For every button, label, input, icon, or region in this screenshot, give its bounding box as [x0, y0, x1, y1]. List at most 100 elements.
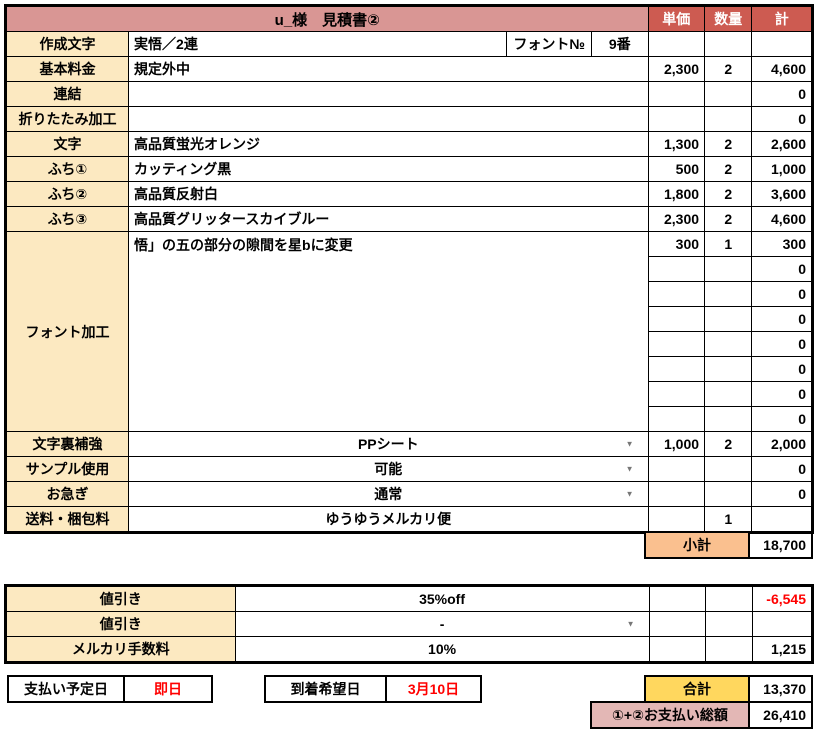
- row-label: サンプル使用: [5, 456, 130, 482]
- unit-price-cell: [647, 381, 706, 407]
- table-row: 連結 0: [5, 81, 812, 107]
- description-cell: 高品質反射白: [128, 181, 649, 207]
- quantity-cell: [704, 456, 753, 482]
- rush-dropdown[interactable]: 通常 ▼: [128, 481, 649, 507]
- table-row: ふち① カッティング黒 500 2 1,000: [5, 156, 812, 182]
- table-row: ふち② 高品質反射白 1,800 2 3,600: [5, 181, 812, 207]
- font-number-value: 9番: [591, 31, 649, 57]
- total-cell: [751, 31, 812, 57]
- quantity-cell: 2: [704, 56, 753, 82]
- total-cell: 2,000: [751, 431, 812, 457]
- unit-price-cell: [647, 31, 706, 57]
- description-cell: [128, 106, 649, 132]
- grand-total-value: 13,370: [748, 675, 813, 703]
- table-row: ふち③ 高品質グリッタースカイブルー 2,300 2 4,600: [5, 206, 812, 232]
- row-label: フォント加工: [5, 231, 130, 432]
- total-cell: 4,600: [751, 206, 812, 232]
- total-cell: 0: [751, 306, 812, 332]
- row-label: 値引き: [6, 611, 236, 637]
- quantity-cell: [704, 636, 753, 662]
- quantity-cell: [704, 256, 753, 282]
- total-cell: 2,600: [751, 131, 812, 157]
- unit-price-cell: 2,300: [647, 56, 706, 82]
- unit-price-cell: [647, 356, 706, 382]
- quantity-cell: [704, 611, 753, 637]
- quantity-cell: [704, 81, 753, 107]
- unit-price-cell: 1,300: [647, 131, 706, 157]
- table-row: メルカリ手数料 10% 1,215: [6, 636, 813, 662]
- discount-dropdown[interactable]: - ▼: [234, 611, 650, 637]
- unit-price-cell: [647, 456, 706, 482]
- table-row: 基本料金 規定外中 2,300 2 4,600: [5, 56, 812, 82]
- shipping-method-cell: ゆうゆうメルカリ便: [128, 506, 649, 532]
- total-cell: 0: [751, 331, 812, 357]
- row-label: 文字: [5, 131, 130, 157]
- unit-price-cell: [647, 281, 706, 307]
- unit-price-cell: 1,800: [647, 181, 706, 207]
- table-row: お急ぎ 通常 ▼ 0: [5, 481, 812, 507]
- col-header-unit-price: 単価: [647, 6, 706, 32]
- unit-price-cell: 1,000: [647, 431, 706, 457]
- row-label: ふち①: [5, 156, 130, 182]
- row-label: メルカリ手数料: [6, 636, 236, 662]
- total-cell: 1,215: [751, 636, 813, 662]
- total-cell: 0: [751, 81, 812, 107]
- table-row: 0: [7, 381, 812, 407]
- payment-date-box: 支払い予定日 即日: [7, 675, 213, 703]
- row-label: 基本料金: [5, 56, 130, 82]
- total-cell: 0: [751, 356, 812, 382]
- grand-total-label: 合計: [644, 675, 750, 703]
- quantity-cell: 2: [704, 156, 753, 182]
- table-row: 0: [7, 356, 812, 382]
- unit-price-cell: [647, 81, 706, 107]
- quantity-cell: 2: [704, 206, 753, 232]
- dropdown-arrow-icon: ▼: [625, 489, 634, 499]
- payment-date-label: 支払い予定日: [7, 675, 125, 703]
- quantity-cell: [704, 281, 753, 307]
- row-label: 連結: [5, 81, 130, 107]
- sample-use-dropdown[interactable]: 可能 ▼: [128, 456, 649, 482]
- total-cell: [751, 506, 812, 532]
- description-cell: [128, 81, 649, 107]
- row-label: ふち③: [5, 206, 130, 232]
- table-row: 0: [7, 406, 812, 432]
- table-row: 文字裏補強 PPシート ▼ 1,000 2 2,000: [5, 431, 812, 457]
- dropdown-arrow-icon: ▼: [626, 619, 635, 629]
- total-cell: 0: [751, 456, 812, 482]
- grand-total-row: 合計 13,370: [644, 675, 813, 703]
- total-cell: 0: [751, 281, 812, 307]
- quantity-cell: [704, 106, 753, 132]
- row-label: お急ぎ: [5, 481, 130, 507]
- quantity-cell: [704, 481, 753, 507]
- total-cell: 3,600: [751, 181, 812, 207]
- description-cell: 規定外中: [128, 56, 649, 82]
- arrival-date-box: 到着希望日 3月10日: [264, 675, 482, 703]
- quantity-cell: [704, 381, 753, 407]
- unit-price-cell: [647, 406, 706, 432]
- quantity-cell: 1: [704, 506, 753, 532]
- unit-price-cell: [648, 636, 706, 662]
- sheet-title: u_様 見積書②: [6, 6, 649, 32]
- description-cell: 高品質グリッタースカイブルー: [128, 206, 649, 232]
- row-label: 送料・梱包料: [5, 506, 130, 532]
- table-row: 作成文字 実悟／2連 フォント№ 9番: [5, 31, 812, 57]
- unit-price-cell: [647, 256, 706, 282]
- dropdown-arrow-icon: ▼: [625, 439, 634, 449]
- row-label: ふち②: [5, 181, 130, 207]
- description-cell: 高品質蛍光オレンジ: [128, 131, 649, 157]
- quantity-cell: [704, 306, 753, 332]
- total-cell: 0: [751, 381, 812, 407]
- table-header-row: u_様 見積書② 単価 数量 計: [6, 6, 812, 32]
- backing-dropdown[interactable]: PPシート ▼: [128, 431, 649, 457]
- created-text-value: 実悟／2連: [128, 31, 508, 57]
- quantity-cell: [704, 586, 753, 612]
- total-cell: 0: [751, 481, 812, 507]
- subtotal-label: 小計: [644, 531, 750, 559]
- unit-price-cell: [647, 106, 706, 132]
- quantity-cell: 2: [704, 181, 753, 207]
- col-header-total: 計: [751, 6, 812, 32]
- unit-price-cell: [647, 481, 706, 507]
- table-row: 値引き 35%off -6,545: [6, 586, 813, 612]
- unit-price-cell: [648, 611, 706, 637]
